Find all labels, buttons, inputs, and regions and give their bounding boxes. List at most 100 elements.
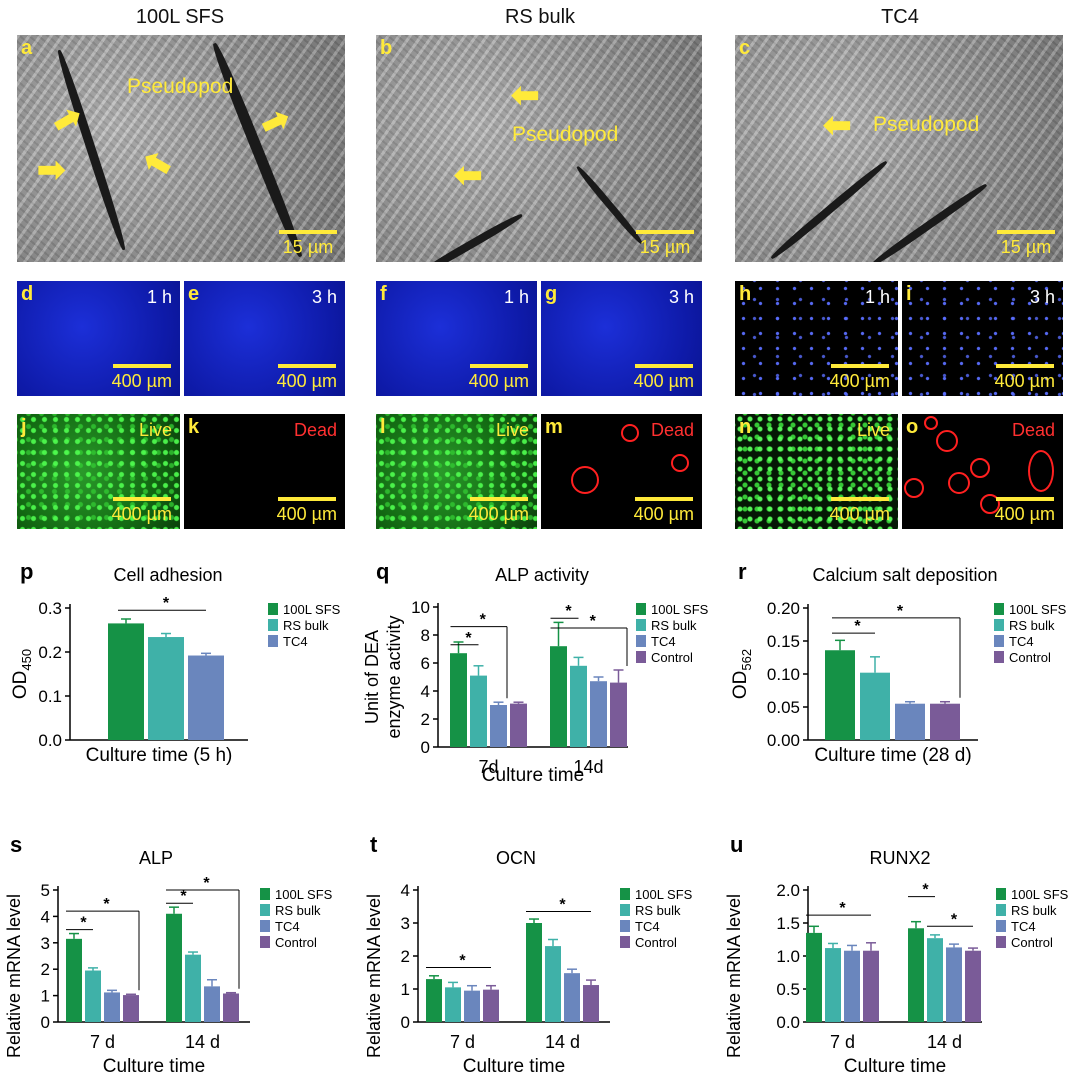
scale-bar: 400 µm bbox=[112, 364, 172, 392]
livedead-panel-m: m Dead 400 µm bbox=[541, 414, 702, 529]
legend-swatch bbox=[260, 888, 270, 900]
arrow-icon: ➡ bbox=[823, 107, 852, 145]
legend-label: Control bbox=[651, 650, 693, 665]
y-tick-label: 0.20 bbox=[767, 599, 800, 618]
fluor-panel-i: i 3 h 400 µm bbox=[902, 281, 1063, 396]
bar bbox=[806, 932, 822, 1022]
bar bbox=[825, 948, 841, 1022]
legend-label: RS bulk bbox=[283, 618, 329, 633]
dead-cell-circle bbox=[980, 494, 1000, 514]
scale-bar-label: 400 µm bbox=[468, 371, 529, 391]
dead-cell-circle bbox=[1028, 450, 1054, 492]
y-tick-label: 0.00 bbox=[767, 731, 800, 750]
scale-bar-label: 400 µm bbox=[111, 504, 172, 524]
y-axis-label: Unit of DEA bbox=[362, 630, 382, 724]
category-label: 7 d bbox=[90, 1032, 115, 1052]
panel-label: e bbox=[188, 283, 200, 305]
significance-star: * bbox=[203, 875, 210, 892]
column-title-100l-sfs: 100L SFS bbox=[135, 6, 225, 28]
chart-title: Calcium salt deposition bbox=[812, 565, 997, 585]
y-tick-label: 2.0 bbox=[776, 881, 800, 900]
significance-star: * bbox=[590, 613, 597, 630]
legend-swatch bbox=[260, 920, 270, 932]
y-axis-label-main: OD bbox=[730, 671, 751, 700]
legend-label: Control bbox=[275, 935, 317, 950]
panel-label: l bbox=[380, 416, 386, 438]
scale-bar: 400 µm bbox=[277, 497, 337, 525]
category-label: 14d bbox=[573, 757, 603, 777]
scale-bar-line bbox=[112, 497, 171, 501]
sem-crack bbox=[416, 211, 524, 262]
legend-swatch bbox=[268, 635, 278, 647]
bar bbox=[445, 987, 461, 1022]
scale-bar-label: 400 µm bbox=[994, 504, 1055, 524]
category-label: 7 d bbox=[450, 1032, 475, 1052]
y-tick-label: 4 bbox=[41, 907, 50, 926]
bar bbox=[844, 950, 860, 1022]
bar bbox=[85, 970, 101, 1022]
arrow-icon: ➡ bbox=[454, 157, 483, 195]
x-axis-label: Culture time (28 d) bbox=[814, 745, 971, 766]
significance-star: * bbox=[163, 595, 170, 612]
bar bbox=[583, 985, 599, 1022]
column-title-tc4: TC4 bbox=[881, 6, 919, 28]
y-tick-label: 0 bbox=[401, 1013, 410, 1032]
x-axis-label: Culture time (5 h) bbox=[86, 745, 233, 766]
legend-label: Control bbox=[1009, 650, 1051, 665]
legend-swatch bbox=[636, 603, 646, 615]
scale-bar: 15 µm bbox=[636, 230, 694, 258]
legend-swatch bbox=[268, 619, 278, 631]
bar bbox=[927, 938, 943, 1022]
y-tick-label: 0.15 bbox=[767, 632, 800, 651]
stain-label: Dead bbox=[650, 420, 694, 440]
y-tick-label: 0.10 bbox=[767, 665, 800, 684]
y-tick-label: 0.2 bbox=[38, 643, 62, 662]
sem-crack bbox=[54, 48, 129, 252]
stain-label: Dead bbox=[1011, 420, 1055, 440]
legend-swatch bbox=[994, 619, 1004, 631]
scale-bar-line bbox=[277, 497, 336, 501]
legend-swatch bbox=[996, 920, 1006, 932]
scale-bar-label: 400 µm bbox=[276, 371, 337, 391]
bar bbox=[510, 703, 527, 747]
category-label: 7d bbox=[478, 757, 498, 777]
bar bbox=[570, 665, 587, 747]
scale-bar: 15 µm bbox=[997, 230, 1055, 258]
fluor-panel-f: f 1 h 400 µm bbox=[376, 281, 537, 396]
arrow-icon: ➡ bbox=[254, 98, 297, 146]
panel-label: b bbox=[380, 37, 393, 59]
bar bbox=[863, 950, 879, 1022]
significance-star: * bbox=[559, 896, 566, 913]
panel-label: r bbox=[738, 559, 747, 584]
bar bbox=[483, 989, 499, 1022]
scale-bar-label: 15 µm bbox=[1000, 237, 1052, 257]
livedead-panel-l: l Live 400 µm bbox=[376, 414, 537, 529]
significance-star: * bbox=[459, 953, 466, 970]
time-label: 1 h bbox=[503, 287, 529, 307]
y-tick-label: 4 bbox=[421, 682, 430, 701]
bar bbox=[108, 623, 144, 740]
chart-alp-mrna: s ALP 0 1 2 3 4 5 Relative mRNA level 7 d 14 d Cult… bbox=[4, 832, 333, 1077]
y-tick-label: 2 bbox=[401, 947, 410, 966]
sem-crack bbox=[768, 158, 890, 262]
time-label: 3 h bbox=[668, 287, 694, 307]
panel-label: j bbox=[21, 416, 27, 438]
significance-star: * bbox=[922, 882, 929, 899]
pseudopod-label: Pseudopod bbox=[512, 123, 619, 146]
time-label: 3 h bbox=[311, 287, 337, 307]
bar bbox=[450, 653, 467, 747]
bar bbox=[545, 946, 561, 1022]
bar bbox=[223, 993, 239, 1022]
legend-label: TC4 bbox=[283, 634, 308, 649]
panel-label: h bbox=[739, 283, 752, 305]
dead-cell-circle bbox=[924, 416, 938, 430]
significance-star: * bbox=[565, 603, 572, 620]
dead-cell-circle bbox=[571, 466, 599, 494]
dead-cell-circle bbox=[671, 454, 689, 472]
bar bbox=[564, 973, 580, 1022]
legend-label: TC4 bbox=[635, 919, 660, 934]
legend-label: RS bulk bbox=[651, 618, 697, 633]
scale-bar-label: 400 µm bbox=[111, 371, 172, 391]
significance-star: * bbox=[854, 618, 861, 635]
scale-bar: 400 µm bbox=[469, 497, 529, 525]
